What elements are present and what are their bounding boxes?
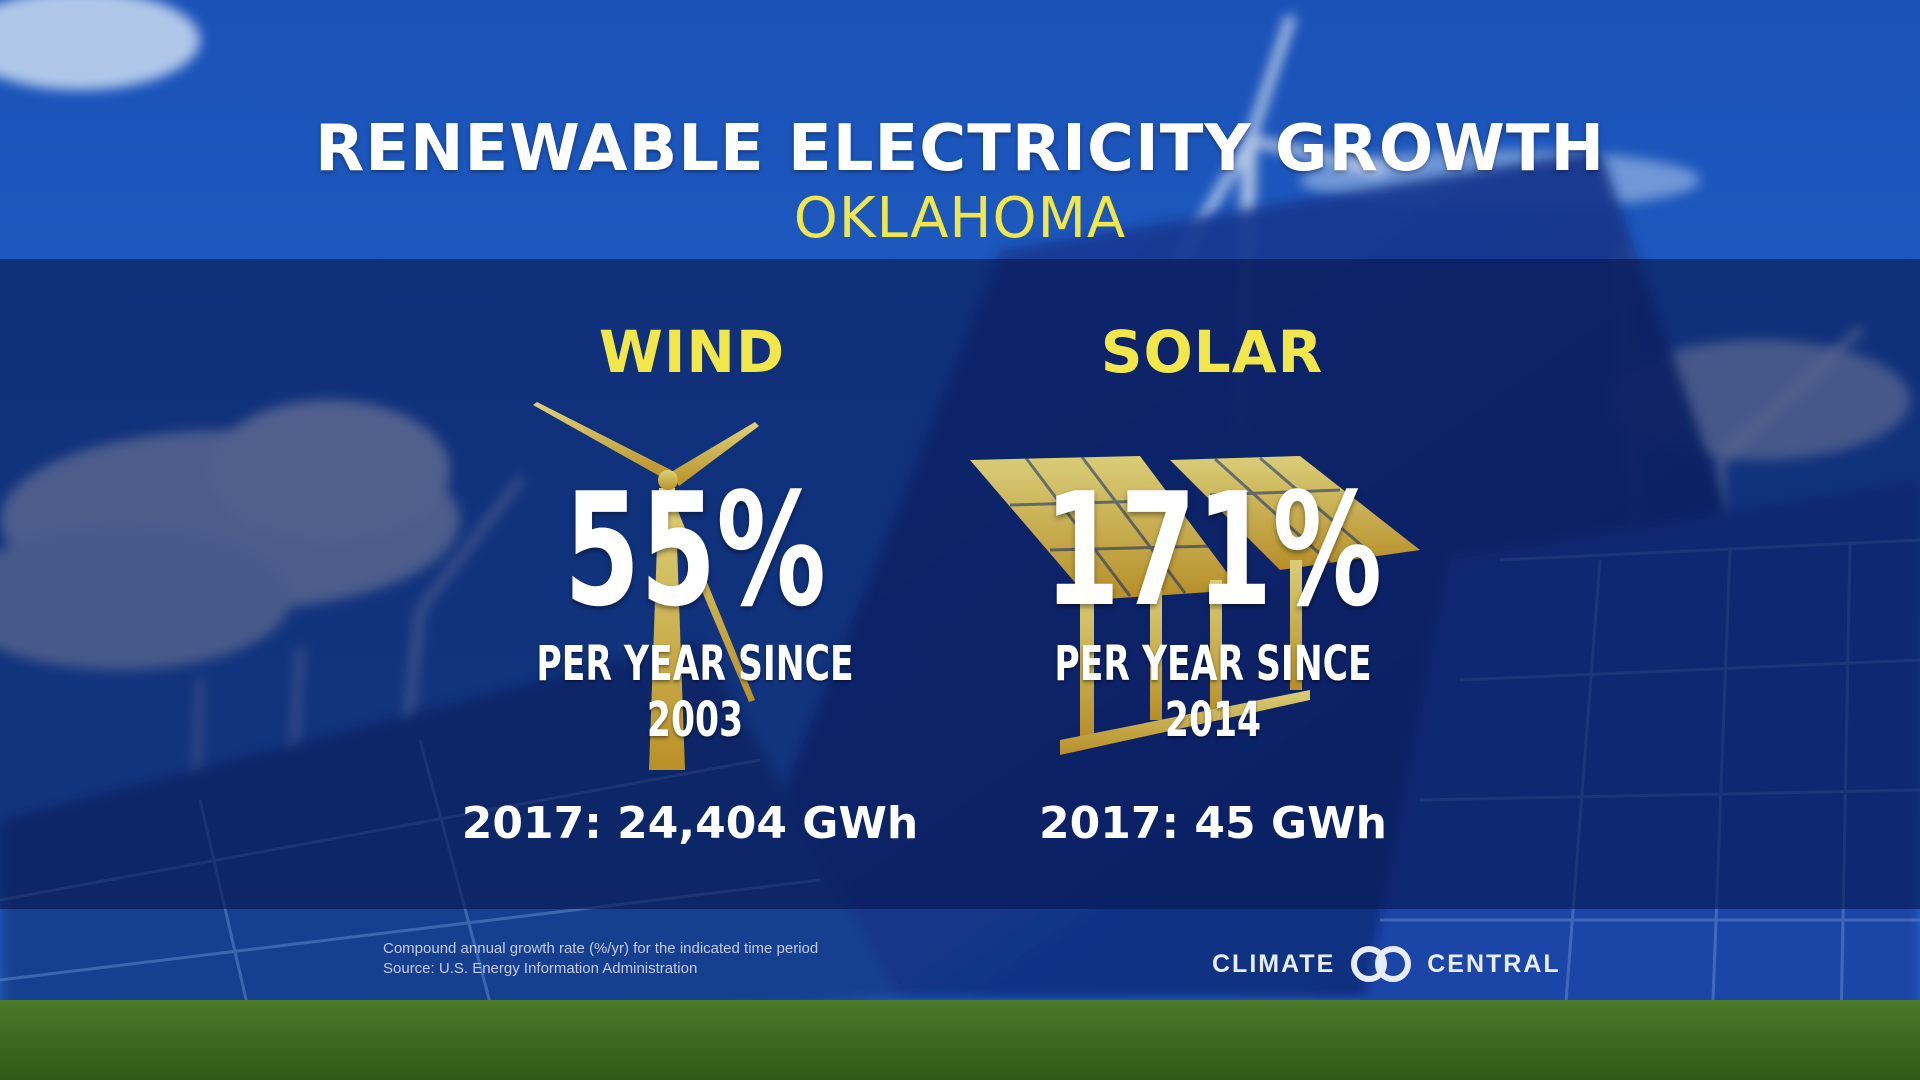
page-subtitle: OKLAHOMA [793,186,1127,251]
wind-growth-value: 55% [563,459,827,641]
solar-generation: 2017: 45 GWh [1039,798,1387,849]
page-title: RENEWABLE ELECTRICITY GROWTH [314,112,1606,186]
footnote-source: Source: U.S. Energy Information Administ… [383,960,698,977]
wind-label: WIND [598,318,786,386]
linked-circles-icon [1351,946,1412,982]
solar-label: SOLAR [1100,318,1324,386]
footnote-method: Compound annual growth rate (%/yr) for t… [383,940,819,957]
climate-central-logo: CLIMATE CENTRAL [1212,944,1561,984]
solar-panel-icon [970,456,1420,755]
wind-turbine-icon [533,402,759,770]
logo-text-left: CLIMATE [1212,949,1336,978]
logo-text-right: CENTRAL [1427,949,1561,978]
footnote: Compound annual growth rate (%/yr) for t… [383,939,818,979]
wind-period: PER YEAR SINCE 2003 [536,636,854,748]
solar-growth-value: 171% [1043,459,1383,641]
solar-period: PER YEAR SINCE 2014 [1054,636,1372,748]
content-band [0,259,1920,909]
wind-generation: 2017: 24,404 GWh [461,798,919,849]
